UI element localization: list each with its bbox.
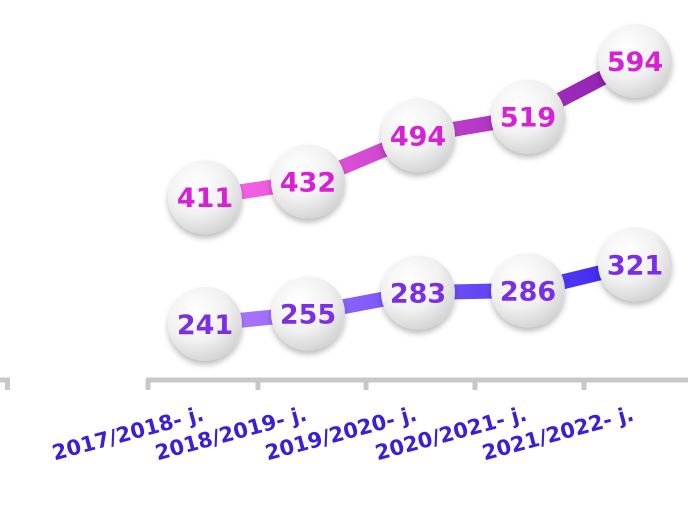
data-label: 494 — [390, 121, 446, 152]
x-tick-labels: 2017/2018- j.2018/2019- j.2019/2020- j.2… — [50, 402, 637, 466]
series-2-point: 241 — [168, 286, 242, 361]
series-2-point: 255 — [271, 276, 345, 351]
data-label: 594 — [607, 47, 663, 78]
series-2-point: 286 — [491, 253, 565, 328]
data-label: 519 — [500, 103, 556, 134]
data-marker — [271, 276, 345, 351]
data-label: 286 — [500, 276, 556, 307]
data-label: 241 — [177, 310, 233, 341]
data-marker — [381, 255, 455, 330]
series-2-point: 283 — [381, 255, 455, 330]
data-marker — [491, 79, 565, 154]
data-marker — [381, 98, 455, 173]
series-1-point: 594 — [598, 23, 672, 98]
data-marker — [168, 160, 242, 235]
data-marker — [168, 286, 242, 361]
data-label: 255 — [280, 299, 336, 330]
data-label: 283 — [390, 279, 446, 310]
x-axis — [0, 377, 688, 390]
series-1-point: 432 — [271, 144, 345, 219]
data-marker — [598, 23, 672, 98]
data-marker — [271, 144, 345, 219]
data-marker — [598, 227, 672, 302]
series-1-point: 411 — [168, 160, 242, 235]
series-markers: 411 432 494 519 594 241 255 283 286 321 — [168, 23, 672, 361]
series-1-point: 519 — [491, 79, 565, 154]
series-2-point: 321 — [598, 227, 672, 302]
data-label: 321 — [607, 250, 663, 281]
data-label: 411 — [177, 183, 233, 214]
series-1-point: 494 — [381, 98, 455, 173]
data-label: 432 — [280, 168, 336, 199]
data-marker — [491, 253, 565, 328]
